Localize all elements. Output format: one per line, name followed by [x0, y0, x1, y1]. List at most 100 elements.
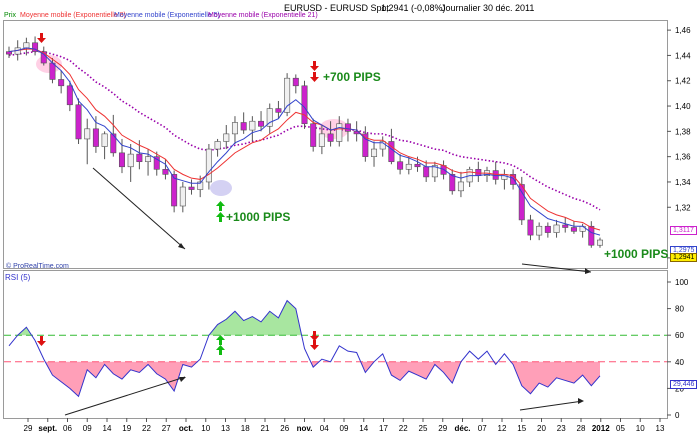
x-tick-label: 07: [478, 424, 487, 433]
x-tick-label: 22: [399, 424, 408, 433]
rsi-value-badge: 29,446: [670, 380, 698, 389]
x-tick-label: 29: [24, 424, 33, 433]
chart-title: EURUSD - EURUSD Spot: [284, 3, 390, 13]
price-y-tick-label: 1,34: [675, 178, 691, 187]
candle-body: [231, 122, 238, 135]
candle-body: [205, 148, 212, 183]
candle-body: [153, 156, 160, 170]
price-panel-frame: [3, 20, 668, 269]
candle-body: [362, 133, 369, 157]
candle-body: [292, 77, 299, 87]
price-y-tick-label: 1,44: [675, 51, 691, 60]
candle-body: [145, 156, 152, 163]
candle-body: [32, 42, 39, 52]
candle-body: [336, 123, 343, 142]
highlight-ellipse-3: [210, 180, 232, 196]
x-tick-label: 19: [122, 424, 131, 433]
x-tick-label: 26: [280, 424, 289, 433]
candle-body: [318, 133, 325, 147]
price-value-badge: 1,2941: [670, 253, 698, 262]
price-y-tick-label: 1,38: [675, 127, 691, 136]
candle-body: [536, 225, 543, 236]
candle-body: [92, 128, 99, 147]
candle-body: [136, 153, 143, 163]
rsi-y-axis: 100806040200: [667, 278, 689, 420]
rsi-down-arrow-3: [310, 340, 319, 350]
candle-body: [162, 169, 169, 175]
trend-arrow-3: [64, 376, 186, 416]
candle-body: [188, 186, 195, 190]
candle-body: [179, 186, 186, 207]
price-plot: [6, 36, 603, 248]
rsi-oversold-fill: [45, 361, 198, 397]
rsi-oversold-fill: [510, 361, 600, 394]
candle-body: [414, 163, 421, 168]
candle-body: [527, 219, 534, 236]
price-y-tick-label: 1,42: [675, 77, 691, 86]
up-arrow-1: [216, 201, 225, 211]
candle-body: [249, 120, 256, 131]
x-tick-label: 21: [261, 424, 270, 433]
rsi-overbought-fill: [17, 327, 32, 336]
candle-body: [553, 224, 560, 233]
date-x-axis: 29 sept. 06 09 14 19 22 27 oct. 10 13 18 21 26 nov. 04 0…: [24, 418, 665, 433]
candle-body: [344, 123, 351, 132]
candle-body: [118, 152, 125, 168]
trend-arrow-3-head: [179, 377, 186, 382]
rsi-y-tick-label: 0: [675, 411, 680, 420]
legend-price: Prix: [4, 12, 17, 19]
trend-arrow-1: [92, 167, 186, 250]
rsi-up-arrow-2: [216, 345, 225, 355]
candle-body: [562, 224, 569, 228]
x-tick-label: 17: [379, 424, 388, 433]
legend-ma5: Moyenne mobile (Exponentielle 5): [114, 12, 220, 19]
x-tick-label: 09: [83, 424, 92, 433]
x-tick-label: 14: [103, 424, 112, 433]
x-tick-label: 10: [201, 424, 210, 433]
down-arrow-1: [37, 33, 46, 43]
ma21-value-badge: 1,3117: [670, 226, 697, 235]
rsi-y-tick-label: 100: [675, 278, 689, 287]
rsi-line: [8, 299, 601, 398]
candle-body: [518, 184, 525, 221]
x-tick-label: 25: [419, 424, 428, 433]
x-tick-label: 06: [63, 424, 72, 433]
candle-body: [301, 85, 308, 125]
candle-body: [544, 225, 551, 233]
rsi-label: RSI (5): [5, 273, 31, 282]
x-tick-label: 15: [517, 424, 526, 433]
x-tick-label: 12: [498, 424, 507, 433]
down-arrow-2: [310, 61, 319, 71]
x-tick-label: 05: [616, 424, 625, 433]
rsi-plot: [4, 299, 667, 398]
x-tick-label: 23: [557, 424, 566, 433]
brand-watermark: © ProRealTime.com: [6, 263, 69, 270]
ma5-line: [8, 47, 601, 236]
candle-body: [570, 227, 577, 232]
x-tick-label: 14: [359, 424, 368, 433]
pips-annotation-1000: +1000 PIPS: [226, 210, 291, 224]
candle-body: [275, 108, 282, 113]
candle-body: [284, 77, 291, 113]
candle-body: [597, 239, 603, 246]
rsi-panel-frame: [3, 270, 668, 419]
rsi-oversold-fill: [360, 361, 375, 373]
candle-body: [388, 141, 395, 163]
x-tick-label: 18: [241, 424, 250, 433]
legend-ma8: Moyenne mobile (Exponentielle 8): [20, 12, 126, 19]
rsi-up-arrow-1: [216, 335, 225, 345]
up-arrow-2: [216, 212, 225, 222]
x-tick-label: 27: [162, 424, 171, 433]
ma8-line: [8, 48, 601, 231]
x-tick-label: 09: [340, 424, 349, 433]
price-y-tick-label: 1,40: [675, 102, 691, 111]
candle-body: [6, 51, 12, 55]
candle-body: [101, 133, 108, 147]
candle-body: [197, 181, 204, 190]
x-tick-label: 13: [221, 424, 230, 433]
legend-ma21: Moyenne mobile (Exponentielle 21): [208, 12, 318, 19]
candle-body: [223, 133, 230, 142]
candle-body: [127, 153, 134, 168]
candle-body: [449, 174, 456, 192]
